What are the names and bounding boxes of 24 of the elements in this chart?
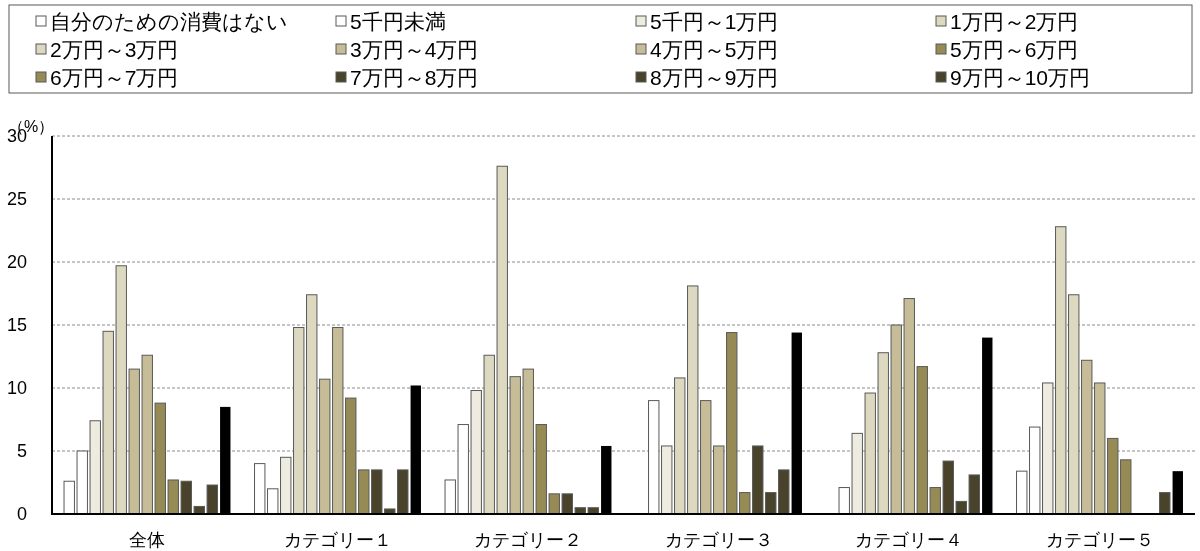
legend-label: 2万円～3万円 (50, 37, 179, 61)
y-tick-label: 5 (16, 441, 27, 461)
legend-label: 5万円～6万円 (950, 37, 1079, 61)
legend-label: 4万円～5万円 (650, 37, 779, 61)
x-tick-label: カテゴリー２ (474, 530, 583, 550)
x-tick-label: 全体 (129, 530, 166, 550)
legend-label: 9万円～10万円 (950, 65, 1091, 89)
legend-label: 5千円～1万円 (650, 9, 779, 33)
x-tick-label: カテゴリー１ (283, 530, 392, 550)
legend-label: 自分のための消費はない (50, 9, 288, 33)
y-tick-label: 10 (6, 378, 27, 398)
legend-label: 3万円～4万円 (350, 37, 479, 61)
x-tick-label: カテゴリー５ (1045, 530, 1154, 550)
y-tick-label: 0 (16, 504, 27, 524)
y-tick-label: 15 (6, 315, 27, 335)
y-tick-label: 25 (6, 189, 27, 209)
x-tick-label: カテゴリー４ (855, 530, 964, 550)
y-tick-label: 20 (6, 252, 27, 272)
legend-label: 1万円～2万円 (950, 9, 1079, 33)
legend-label: 8万円～9万円 (650, 65, 779, 89)
legend-label: 5千円未満 (350, 9, 446, 33)
x-tick-label: カテゴリー３ (664, 530, 773, 550)
legend-label: 7万円～8万円 (350, 65, 479, 89)
legend-label: 6万円～7万円 (50, 65, 179, 89)
